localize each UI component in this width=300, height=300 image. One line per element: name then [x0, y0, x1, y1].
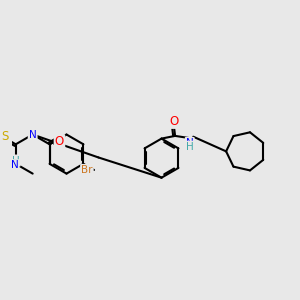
Text: H: H [12, 156, 20, 166]
Text: O: O [169, 115, 178, 128]
Text: Br: Br [81, 165, 93, 175]
Text: S: S [2, 130, 9, 143]
Text: N: N [11, 160, 18, 170]
Text: N: N [186, 138, 194, 148]
Text: H: H [186, 142, 194, 152]
Text: N: N [29, 130, 37, 140]
Text: O: O [55, 135, 64, 148]
